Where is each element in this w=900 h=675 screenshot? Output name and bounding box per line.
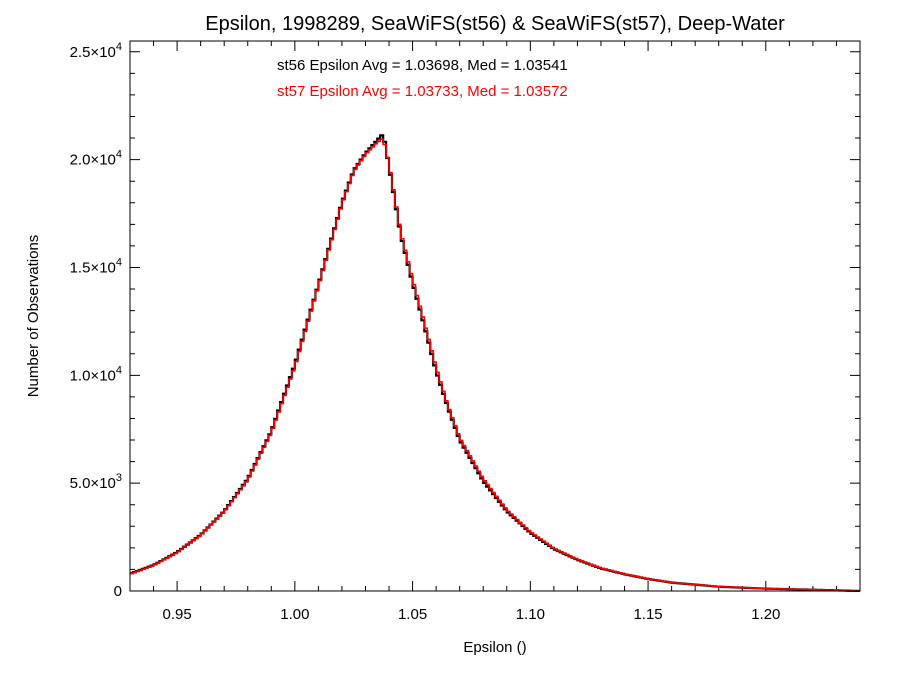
x-tick-label: 1.00 xyxy=(280,606,309,623)
y-tick-label: 5.0×103 xyxy=(70,472,122,492)
x-tick-label: 1.05 xyxy=(398,606,427,623)
x-tick-label: 1.10 xyxy=(516,606,545,623)
x-tick-label: 1.15 xyxy=(633,606,662,623)
annotation-st56: st56 Epsilon Avg = 1.03698, Med = 1.0354… xyxy=(277,57,568,74)
y-tick-label: 2.5×104 xyxy=(70,41,122,61)
x-tick-label: 1.20 xyxy=(751,606,780,623)
tick-marks xyxy=(129,41,861,592)
series-st57 xyxy=(130,138,860,592)
series-st56 xyxy=(130,134,860,593)
series-layer xyxy=(130,134,860,593)
chart-title: Epsilon, 1998289, SeaWiFS(st56) & SeaWiF… xyxy=(205,13,785,35)
y-tick-label: 1.0×104 xyxy=(70,364,122,384)
y-axis-label: Number of Observations xyxy=(25,235,42,398)
x-tick-label: 0.95 xyxy=(162,606,191,623)
x-tick-labels: 0.95 1.00 1.05 1.10 1.15 1.20 xyxy=(162,606,780,623)
y-tick-labels: 0 5.0×103 1.0×104 1.5×104 2.0×104 2.5×104 xyxy=(70,41,122,600)
plot-frame xyxy=(129,40,861,592)
annotation-st57: st57 Epsilon Avg = 1.03733, Med = 1.0357… xyxy=(277,83,568,100)
y-tick-label: 1.5×104 xyxy=(70,256,122,276)
x-axis-label: Epsilon () xyxy=(463,639,526,656)
axis-ticks xyxy=(129,41,861,592)
y-tick-label: 2.0×104 xyxy=(70,149,122,169)
y-tick-label: 0 xyxy=(114,583,122,600)
